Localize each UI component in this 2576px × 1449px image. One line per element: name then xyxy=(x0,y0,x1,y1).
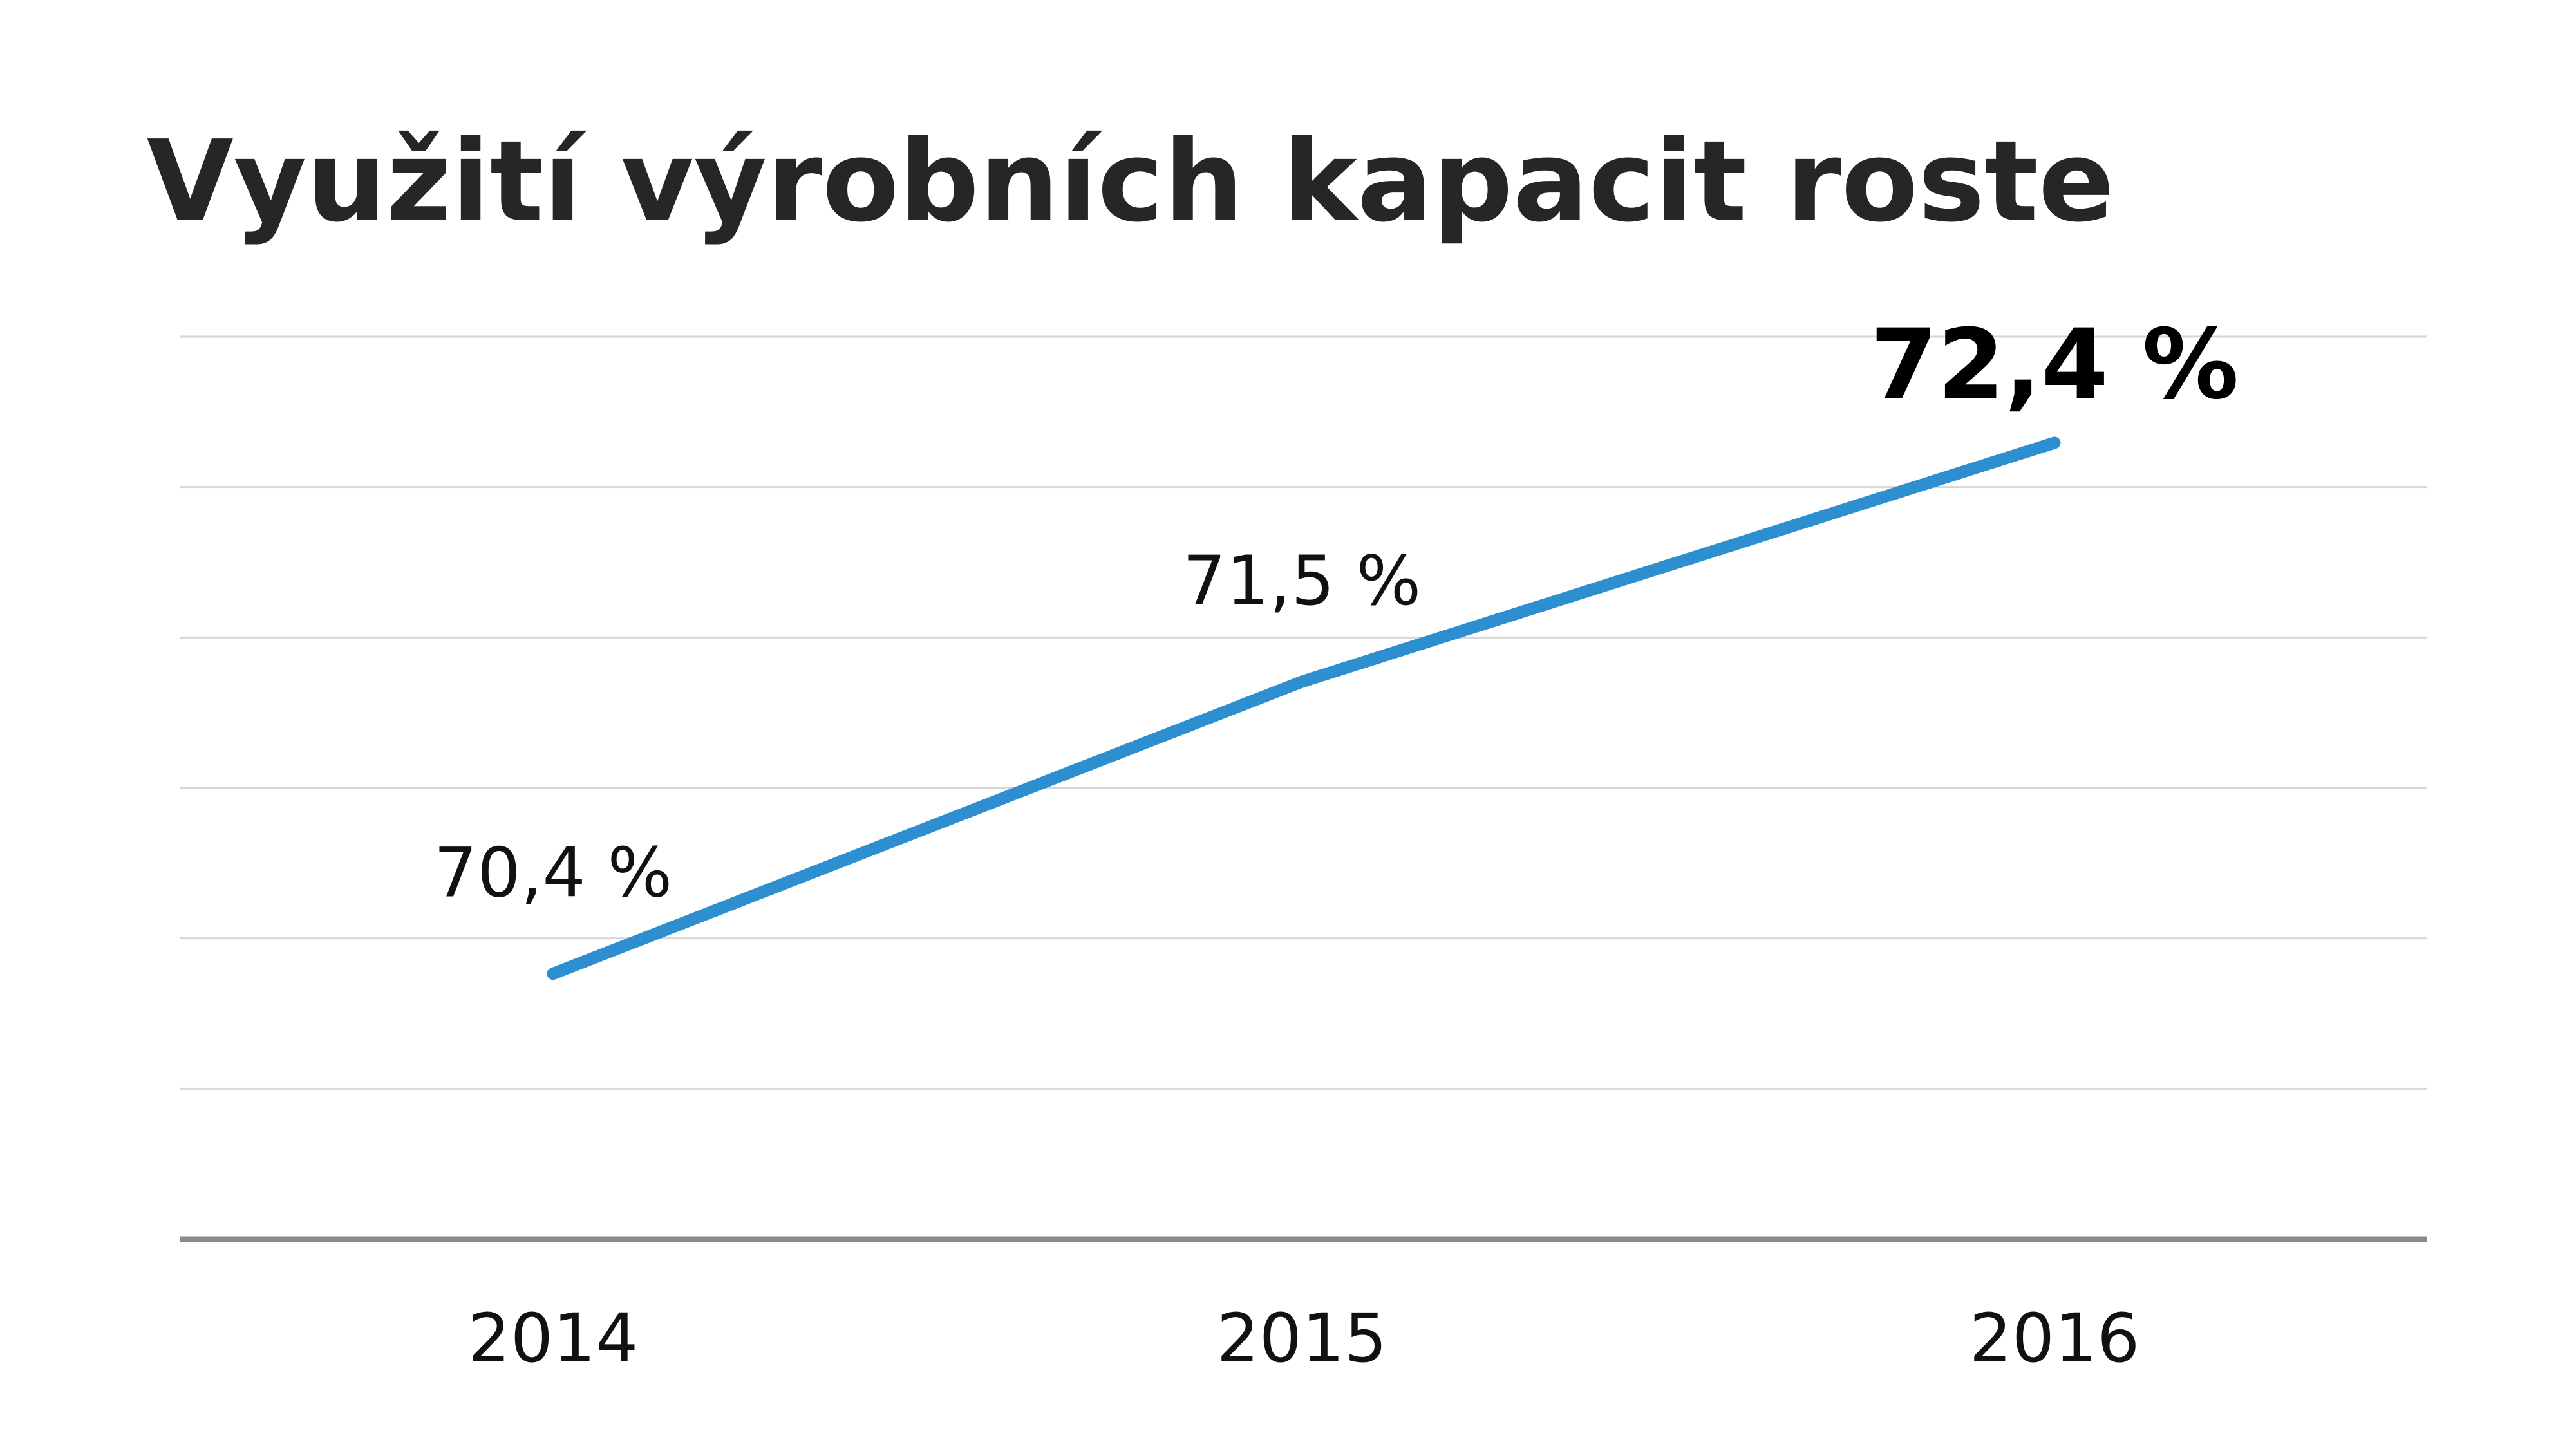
x-tick-label: 2015 xyxy=(1217,1299,1387,1378)
x-tick-label: 2016 xyxy=(1970,1299,2140,1378)
data-labels: 70,4 % 71,5 % 72,4 % xyxy=(434,309,2239,913)
gridlines xyxy=(180,335,2427,1090)
chart-title: Využití výrobních kapacit roste xyxy=(147,117,2114,247)
series-layer xyxy=(547,436,2061,980)
data-label: 70,4 % xyxy=(434,834,672,913)
x-axis-ticks: 2014 2015 2016 xyxy=(468,1299,2140,1378)
data-label: 72,4 % xyxy=(1870,309,2239,421)
series-line xyxy=(547,436,2061,980)
x-tick-label: 2014 xyxy=(468,1299,639,1378)
data-label: 71,5 % xyxy=(1183,541,1421,621)
